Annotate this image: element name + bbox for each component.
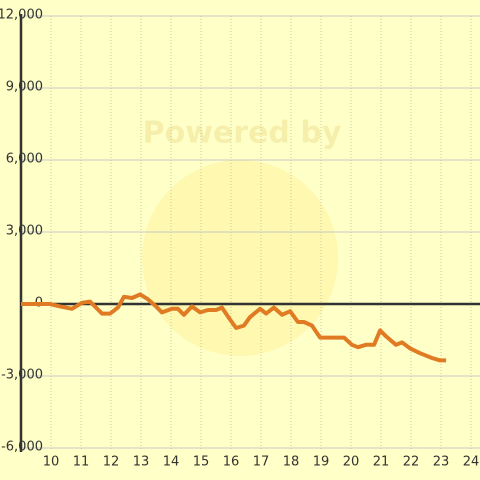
x-tick-label: 14 [163,455,180,470]
x-tick-label: 13 [133,455,150,470]
x-tick-label: 19 [313,455,330,470]
x-tick-label: 22 [403,455,420,470]
x-tick-label: 21 [373,455,390,470]
y-tick-label: 9,000 [6,80,43,95]
x-tick-label: 10 [43,455,60,470]
x-tick-label: 15 [193,455,210,470]
x-tick-label: 17 [253,455,270,470]
x-tick-label: 11 [73,455,90,470]
watermark: Powered by [143,116,342,151]
y-tick-label: 6,000 [6,152,43,167]
x-tick-label: 24 [463,455,480,470]
x-tick-label: 23 [433,455,450,470]
y-tick-label: 3,000 [6,224,43,239]
x-tick-label: 20 [343,455,360,470]
series-line [21,292,447,363]
x-tick-label: 12 [103,455,120,470]
x-tick-label: 16 [223,455,240,470]
x-tick-label: 18 [283,455,300,470]
